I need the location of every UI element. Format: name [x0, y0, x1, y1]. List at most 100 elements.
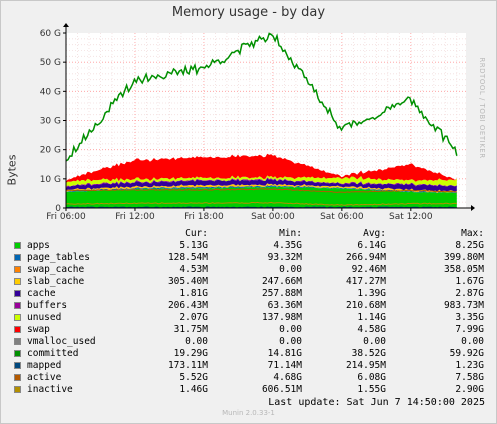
legend-row-buffers: buffers 206.43M 63.36M 210.68M 983.73M [10, 300, 490, 312]
legend-swatch [14, 326, 21, 333]
y-tick-label: 30 G [40, 117, 61, 127]
legend-avg: 417.27M [345, 276, 386, 287]
legend-name: page_tables [27, 252, 90, 263]
x-tick-label: Fri 06:00 [46, 212, 86, 222]
y-tick-label: 10 G [40, 175, 61, 185]
legend-swatch [14, 362, 21, 369]
area-page_tables [66, 185, 457, 193]
legend-avg: 214.95M [345, 360, 386, 371]
legend-swatch [14, 386, 21, 393]
legend-swatch [14, 302, 21, 309]
legend-name: committed [27, 348, 79, 359]
area-swap [66, 153, 457, 183]
legend-min: 93.32M [267, 252, 302, 263]
legend-name: unused [27, 312, 62, 323]
legend-min: 4.35G [273, 240, 302, 251]
legend-header-avg: Avg: [363, 228, 386, 239]
legend-avg: 38.52G [351, 348, 386, 359]
legend-swatch [14, 242, 21, 249]
legend-min: 247.66M [261, 276, 302, 287]
legend-cur: 128.54M [167, 252, 208, 263]
legend-min: 63.36M [267, 300, 302, 311]
legend-max: 399.80M [443, 252, 484, 263]
line-active [65, 188, 457, 193]
legend-row-inactive: inactive 1.46G 606.51M 1.55G 2.90G [10, 384, 490, 396]
legend-row-vmalloc_used: vmalloc_used 0.00 0.00 0.00 0.00 [10, 336, 490, 348]
legend-row-swap_cache: swap_cache 4.53M 0.00 92.46M 358.05M [10, 264, 490, 276]
x-tick-label: Sat 12:00 [389, 212, 433, 222]
legend-cur: 206.43M [167, 300, 208, 311]
legend-max: 2.87G [455, 288, 484, 299]
y-tick-label: 50 G [40, 58, 61, 68]
legend-cur: 19.29G [173, 348, 208, 359]
legend-header-min: Min: [279, 228, 302, 239]
legend-header-max: Max: [461, 228, 484, 239]
area-unused [66, 175, 457, 187]
legend-max: 1.23G [455, 360, 484, 371]
legend-max: 3.35G [455, 312, 484, 323]
legend-min: 0.00 [279, 336, 302, 347]
line-committed [65, 32, 458, 162]
legend-cur: 5.52G [179, 372, 208, 383]
legend-avg: 4.58G [357, 324, 386, 335]
legend-name: active [27, 372, 62, 383]
legend-avg: 6.14G [357, 240, 386, 251]
chart-title: Memory usage - by day [171, 5, 326, 20]
legend-cur: 0.00 [185, 336, 208, 347]
legend-row-page_tables: page_tables 128.54M 93.32M 266.94M 399.80M [10, 252, 490, 264]
legend-cur: 1.46G [179, 384, 208, 395]
legend-cur: 173.11M [167, 360, 208, 371]
legend-max: 0.00 [461, 336, 484, 347]
legend-name: inactive [27, 384, 73, 395]
legend-header-row: Cur: Min: Avg: Max: [10, 228, 490, 240]
legend-name: swap_cache [27, 264, 85, 275]
x-tick-label: Fri 12:00 [115, 212, 155, 222]
legend-name: cache [27, 288, 56, 299]
legend-min: 14.81G [267, 348, 302, 359]
legend-name: vmalloc_used [27, 336, 96, 347]
legend-cur: 1.81G [179, 288, 208, 299]
y-tick-label: 40 G [40, 87, 61, 97]
memory-chart: 0 10 G 20 G 30 G 40 G 50 G 60 G Fri 06:00 Fri 12… [40, 23, 475, 222]
legend-avg: 266.94M [345, 252, 386, 263]
legend-swatch [14, 290, 21, 297]
legend-max: 1.67G [455, 276, 484, 287]
legend-avg: 1.55G [357, 384, 386, 395]
legend-cur: 4.53M [179, 264, 208, 275]
legend-max: 59.92G [449, 348, 484, 359]
legend-row-apps: apps 5.13G 4.35G 6.14G 8.25G [10, 240, 490, 252]
legend-name: slab_cache [27, 276, 85, 287]
legend-swatch [14, 350, 21, 357]
legend-avg: 1.39G [357, 288, 386, 299]
legend-avg: 210.68M [345, 300, 386, 311]
legend-min: 4.68G [273, 372, 302, 383]
legend-header-cur: Cur: [185, 228, 208, 239]
legend-min: 137.98M [261, 312, 302, 323]
legend-max: 8.25G [455, 240, 484, 251]
legend-avg: 92.46M [351, 264, 386, 275]
legend-min: 0.00 [279, 324, 302, 335]
legend-max: 358.05M [443, 264, 484, 275]
legend-avg: 6.08G [357, 372, 386, 383]
legend-swatch [14, 278, 21, 285]
legend-min: 71.14M [267, 360, 302, 371]
x-tick-label: Sat 00:00 [251, 212, 295, 222]
legend-name: mapped [27, 360, 62, 371]
legend-swatch [14, 266, 21, 273]
y-axis-arrow [63, 23, 69, 27]
legend-avg: 0.00 [363, 336, 386, 347]
area-slab_cache [66, 183, 457, 193]
legend-row-unused: unused 2.07G 137.98M 1.14G 3.35G [10, 312, 490, 324]
legend: Cur: Min: Avg: Max: apps 5.13G 4.35G 6.14G 8… [10, 228, 490, 396]
legend-row-committed: committed 19.29G 14.81G 38.52G 59.92G [10, 348, 490, 360]
line-inactive [65, 201, 457, 206]
legend-swatch [14, 314, 21, 321]
legend-name: buffers [27, 300, 68, 311]
legend-swatch [14, 338, 21, 345]
legend-row-active: active 5.52G 4.68G 6.08G 7.58G [10, 372, 490, 384]
legend-max: 983.73M [443, 300, 484, 311]
y-tick-label: 20 G [40, 146, 61, 156]
area-cache [66, 178, 457, 192]
legend-min: 606.51M [261, 384, 302, 395]
legend-avg: 1.14G [357, 312, 386, 323]
